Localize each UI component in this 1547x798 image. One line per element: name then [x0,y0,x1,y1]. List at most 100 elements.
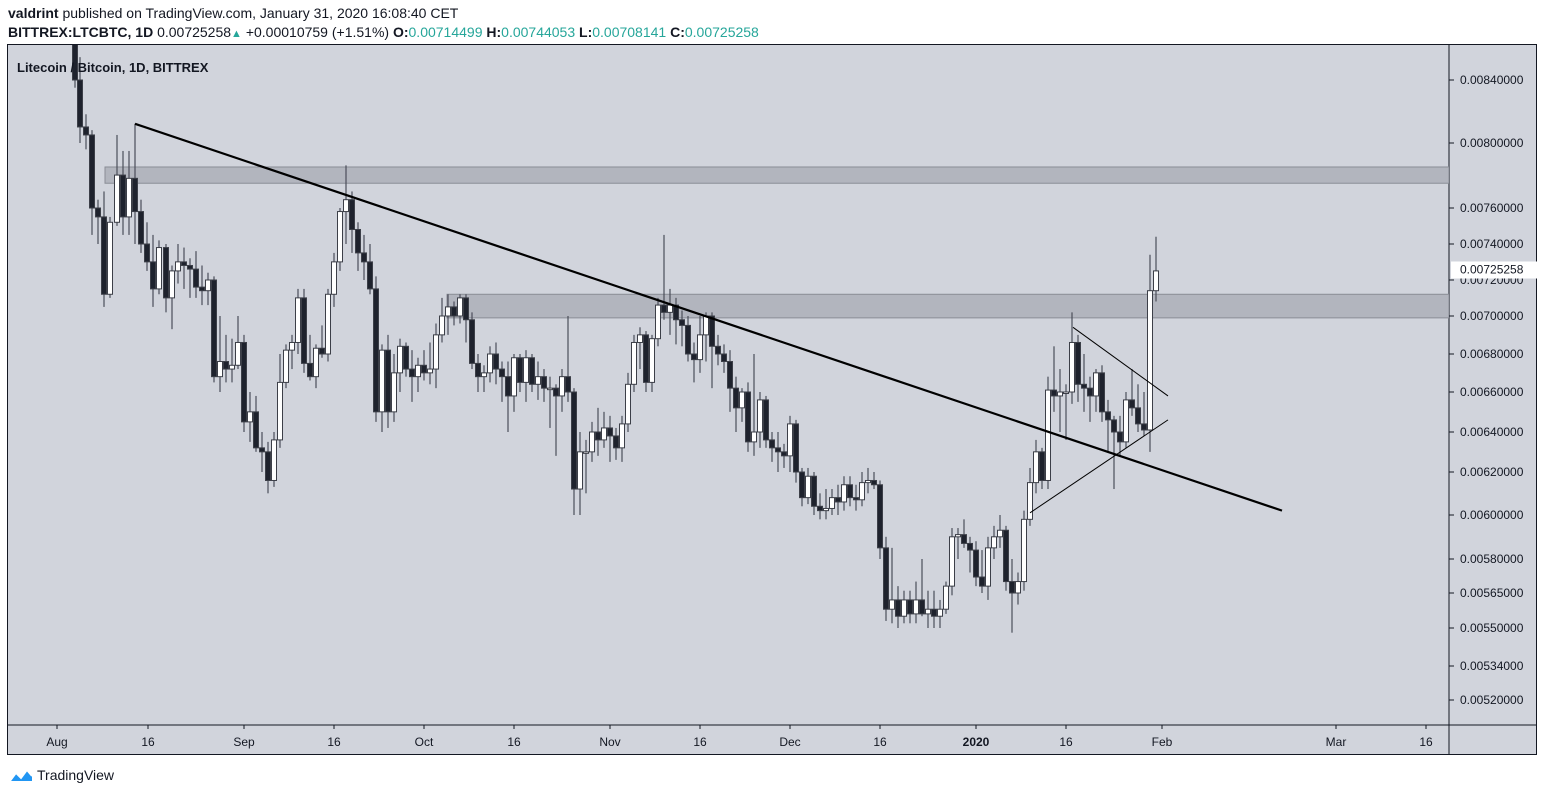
candle [120,150,126,235]
candle [89,130,95,235]
price-axis-label: 0.00565000 [1460,586,1524,600]
candle [247,392,253,442]
candle [769,432,775,462]
candle [505,361,511,432]
candle [625,372,631,432]
candle [475,354,481,392]
candle [379,344,385,432]
candle [559,369,565,412]
candle [541,369,547,402]
candle [883,536,889,621]
price-axis-label: 0.00840000 [1460,73,1524,87]
candle [1111,415,1117,490]
candle [126,150,132,235]
candle [331,252,337,307]
price-axis-label: 0.00600000 [1460,508,1524,522]
price-axis-label: 0.00580000 [1460,552,1524,566]
time-axis-label: Dec [779,735,801,749]
last-price: 0.00725258 [157,24,232,40]
candle [361,234,367,280]
candle [571,388,577,515]
time-axis-label: Nov [599,735,621,749]
candle [301,288,307,373]
candle [829,489,835,515]
candle [271,432,277,487]
candle [529,354,535,392]
pennant-upper-line[interactable] [1072,326,1169,397]
candle [865,467,871,494]
candle [421,350,427,381]
candle [907,590,913,624]
tradingview-brand: TradingView [37,767,115,783]
time-axis-label: 16 [507,735,521,749]
price-axis-label: 0.00660000 [1460,385,1524,399]
price-axis-label: 0.00640000 [1460,425,1524,439]
time-axis-label: Oct [414,735,434,749]
price-zone[interactable] [446,293,1449,319]
candle [967,536,973,573]
candle [1099,365,1105,422]
candle [1153,236,1159,302]
candle [739,388,745,422]
candle [199,265,205,306]
candle [397,338,403,392]
candle [553,384,559,456]
candle [853,484,859,511]
candle [253,395,259,452]
candle [1069,312,1075,404]
price-axis-label: 0.00740000 [1460,237,1524,251]
price-axis-label: 0.00800000 [1460,136,1524,150]
chart-frame[interactable] [7,44,1537,755]
candle [487,346,493,383]
close-value: 0.00725258 [684,24,759,40]
price-axis-label: 0.00534000 [1460,659,1524,673]
candle [733,376,739,432]
candle [1123,392,1129,448]
candle [144,222,150,271]
candle [991,525,997,559]
candle [1117,415,1123,456]
candle [715,334,721,366]
price-axis-label: 0.00520000 [1460,693,1524,707]
candle [793,419,799,483]
candle [697,316,703,373]
candle [805,467,811,505]
candle [859,472,865,507]
candle [241,334,247,432]
tradingview-logo[interactable]: TradingView [8,767,114,783]
candle [229,338,235,383]
candle [415,357,421,392]
candle [595,407,601,456]
candle [403,342,409,377]
candle [931,590,937,628]
time-axis-label: 16 [1059,735,1073,749]
candle [919,559,925,617]
candle [811,472,817,515]
candle [577,432,583,515]
candle [649,334,655,392]
candle [313,344,319,389]
candle [493,342,499,385]
candle [547,376,553,428]
candle [937,599,943,628]
candle [823,489,829,520]
symbol-info: BITTREX:LTCBTC, 1D 0.00725258▲ +0.000107… [8,24,759,40]
candle [1063,384,1069,440]
candlestick-series [72,45,1159,633]
candle [1081,354,1087,412]
candle [601,411,607,448]
candle [1075,334,1081,402]
tradingview-cloud-icon [9,768,33,782]
price-zone[interactable] [104,166,1449,184]
candle [631,334,637,392]
candle [205,272,211,306]
descending-resistance-line[interactable] [134,122,1283,512]
axis-ticks [56,79,1454,729]
candle [973,541,979,587]
candle [781,443,787,468]
candle [643,331,649,392]
candle [325,288,331,362]
candle [349,191,355,253]
pennant-lower-line[interactable] [1029,419,1169,514]
